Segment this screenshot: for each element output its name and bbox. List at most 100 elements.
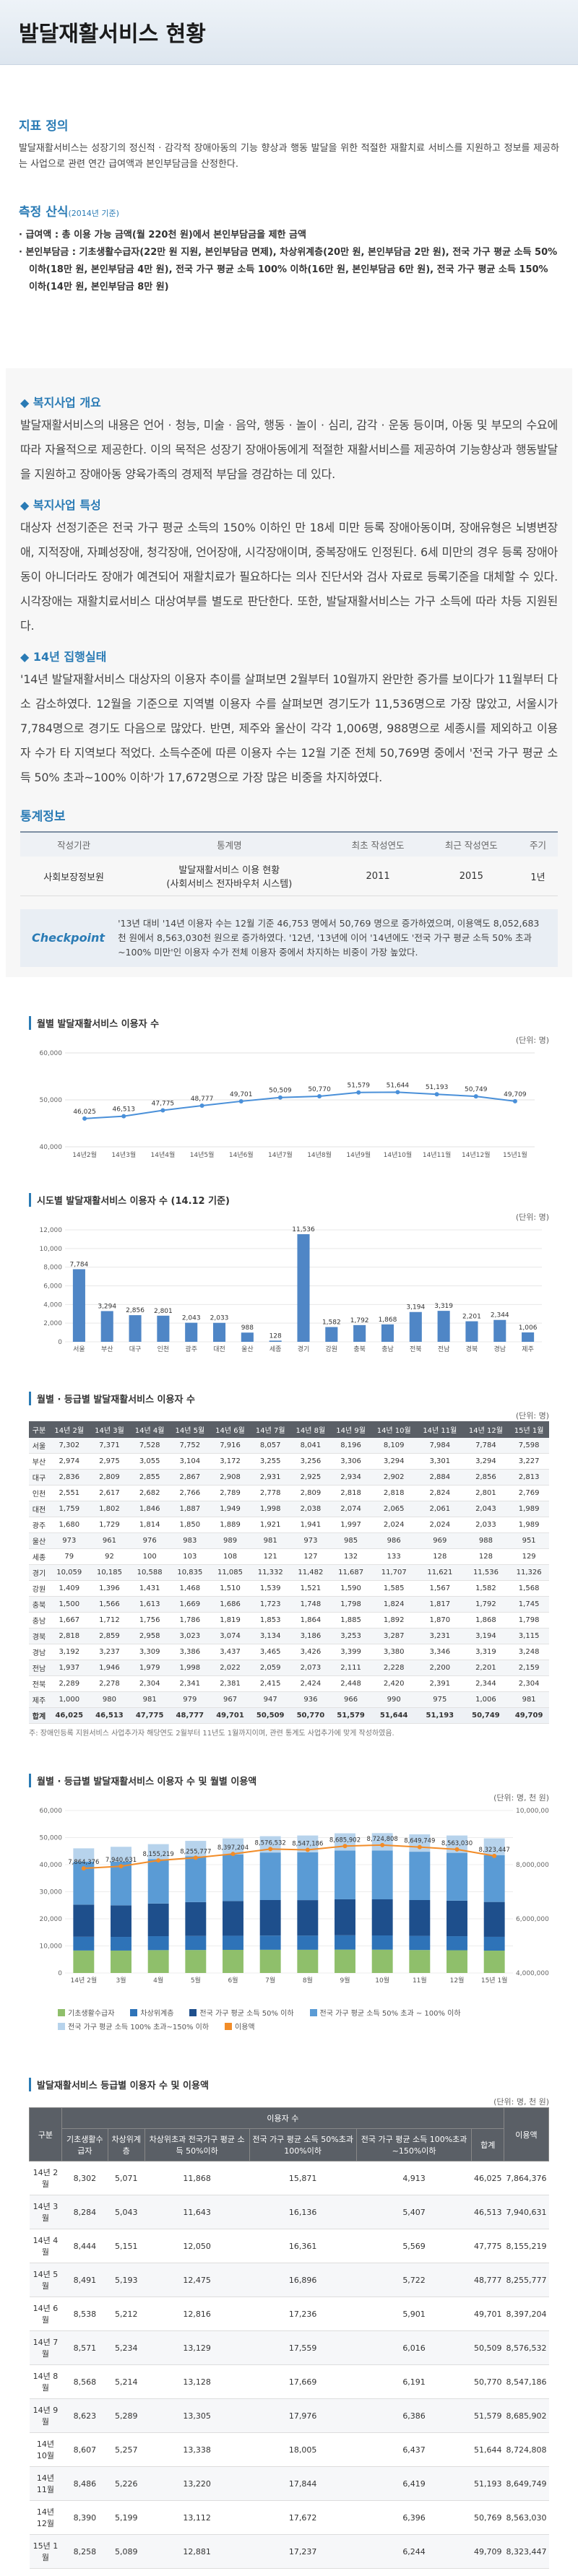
stack-segment — [223, 1854, 243, 1901]
table-cell: 1,885 — [330, 1612, 371, 1629]
table-cell: 51,644 — [371, 1707, 418, 1724]
stats-name: 발달재활서비스 이용 현황 — [178, 865, 280, 876]
table-cell: 17,237 — [249, 2534, 357, 2569]
bar — [212, 1322, 226, 1342]
table-cell: 1,566 — [89, 1596, 130, 1613]
stack-segment — [111, 1950, 131, 1973]
table-row: 14년 7월 8,571 5,234 13,129 17,559 6,016 50,509 8… — [29, 2330, 549, 2365]
stack-segment — [111, 1905, 131, 1938]
table-cell: 2,809 — [290, 1485, 331, 1501]
amount-point — [342, 1844, 348, 1849]
calc-item-benefit: · 급여액 : 총 이용 가능 금액(월 220천 원)에서 본인부담금을 제한… — [19, 230, 306, 240]
table-row: 광주 1,680 1,729 1,814 1,850 1,889 1,921 1,941 1,9… — [29, 1517, 549, 1533]
bar — [353, 1324, 366, 1342]
stack-segment — [447, 1900, 467, 1937]
table-cell: 8,302 — [61, 2161, 108, 2195]
table-cell: 1,468 — [169, 1580, 210, 1597]
table-cell: 50,749 — [462, 1707, 509, 1724]
data-label: 988 — [241, 1324, 254, 1332]
table-cell: 3,386 — [169, 1644, 210, 1660]
table-cell: 2,824 — [417, 1485, 463, 1501]
series-line — [85, 1091, 516, 1119]
table-cell: 16,136 — [249, 2195, 357, 2229]
table-cell: 2,867 — [169, 1469, 210, 1486]
data-point — [277, 1095, 282, 1100]
legend-item: 전국 가구 평균 소득 100% 초과~150% 이하 — [58, 2021, 209, 2031]
table-cell: 8,547,186 — [504, 2364, 549, 2399]
stack-segment — [371, 1899, 393, 1936]
amount-label: 8,649,749 — [404, 1838, 435, 1845]
column-header: 14년 6월 — [210, 1421, 251, 1438]
table-cell: 11,482 — [290, 1564, 331, 1581]
table-cell: 3,399 — [330, 1644, 371, 1660]
data-label: 1,582 — [322, 1319, 341, 1327]
bar — [437, 1311, 450, 1342]
table-row: 대전 1,759 1,802 1,846 1,887 1,949 1,998 2,038 2,0… — [29, 1501, 549, 1517]
table-row: 14년 4월 8,444 5,151 12,050 16,361 5,569 47,775 8… — [29, 2229, 549, 2263]
column-header: 기초생활수급자 — [61, 2128, 108, 2161]
table-cell: 2,617 — [89, 1485, 130, 1501]
table-cell: 8,057 — [250, 1438, 291, 1454]
table-cell: 2,855 — [129, 1469, 170, 1486]
y-tick-label: 50,000 — [40, 1097, 63, 1104]
table-cell: 전남 — [29, 1660, 49, 1676]
table-cell: 1,850 — [169, 1517, 210, 1533]
stack-segment — [297, 1949, 319, 1973]
stack-segment — [223, 1949, 243, 1973]
y-right-tick-label: 8,000,000 — [516, 1862, 549, 1869]
table-cell: 1,759 — [48, 1501, 90, 1517]
table-cell: 3,115 — [509, 1628, 549, 1644]
table-cell: 50,770 — [290, 1707, 331, 1724]
table-cell: 13,112 — [144, 2500, 250, 2535]
x-tick-label: 4월 — [153, 1976, 163, 1985]
legend-swatch — [309, 2008, 317, 2016]
table-cell: 7,598 — [509, 1438, 549, 1454]
data-point — [395, 1090, 400, 1095]
x-tick-label: 14년2월 — [72, 1150, 97, 1159]
chart2-svg: 0 2,000 4,000 6,000 8,000 10,000 12,000 7,784 서울… — [40, 1226, 542, 1353]
table-cell: 7,784 — [462, 1438, 509, 1454]
chart1-title: 월별 발달재활서비스 이용자 수 — [29, 1016, 549, 1030]
column-header: 구분 — [29, 2107, 62, 2161]
table-cell: 8,563,030 — [504, 2500, 549, 2535]
amount-label: 8,397,204 — [217, 1844, 249, 1852]
table-cell: 2,975 — [89, 1453, 130, 1470]
table-cell: 3,227 — [509, 1453, 549, 1470]
stats-cell: 2011 — [331, 857, 425, 896]
table-cell: 3,346 — [417, 1644, 463, 1660]
table-cell: 2,859 — [89, 1628, 130, 1644]
calc-note: (2014년 기준) — [68, 209, 119, 218]
table-row: 대구 2,836 2,809 2,855 2,867 2,908 2,931 2,925 2,9… — [29, 1469, 549, 1486]
table-cell: 8,649,749 — [504, 2466, 549, 2501]
table-cell: 8,041 — [290, 1438, 331, 1454]
data-label: 49,709 — [504, 1091, 527, 1098]
column-header: 14년 4월 — [129, 1421, 170, 1438]
stats-title: 통계정보 — [20, 810, 66, 824]
table-cell: 2,304 — [129, 1675, 170, 1692]
table-cell: 2,884 — [417, 1469, 463, 1486]
stats-name-sub: (사회서비스 전자바우처 시스템) — [166, 879, 293, 890]
y-tick-label: 12,000 — [40, 1227, 63, 1234]
table-cell: 8,155,219 — [504, 2229, 549, 2263]
table-cell: 8,571 — [61, 2330, 108, 2365]
table-cell: 8,685,902 — [504, 2398, 549, 2433]
table-cell: 5,289 — [108, 2398, 145, 2433]
y-left-tick-label: 50,000 — [40, 1835, 63, 1842]
table-cell: 1,870 — [417, 1612, 463, 1629]
table-row: 서울 7,302 7,371 7,528 7,752 7,916 8,057 8,041 8,1… — [29, 1438, 549, 1454]
stack-segment — [223, 1935, 243, 1950]
table-cell: 127 — [290, 1548, 331, 1565]
stack-segment — [371, 1833, 393, 1851]
table-row: 전남 1,937 1,946 1,979 1,998 2,022 2,059 2,073 2,1… — [29, 1660, 549, 1676]
data-label: 46,025 — [73, 1109, 96, 1116]
stack-segment — [73, 1936, 95, 1951]
table-cell: 5,043 — [108, 2195, 145, 2229]
table-row: 합계 46,025 46,513 47,775 48,777 49,701 50,509 50… — [29, 1707, 549, 1724]
table-cell: 3,248 — [509, 1644, 549, 1660]
table-cell: 8,390 — [61, 2500, 108, 2535]
bar — [129, 1315, 142, 1342]
x-tick-label: 강원 — [326, 1345, 338, 1353]
stack-segment — [409, 1935, 431, 1951]
table-cell: 6,396 — [356, 2500, 472, 2535]
table-cell: 3,437 — [210, 1644, 251, 1660]
